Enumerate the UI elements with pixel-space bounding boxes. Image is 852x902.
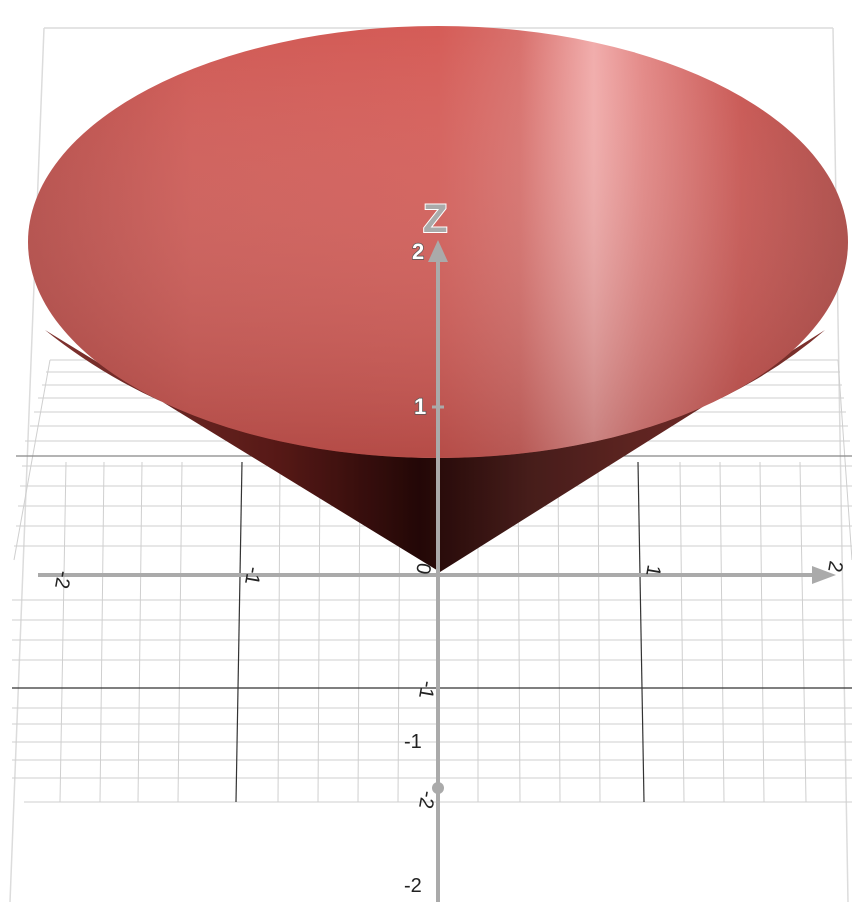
z-tick-label-1: 1 <box>414 394 426 419</box>
x-tick-label-neg1: -1 <box>240 565 265 586</box>
z-tick-label-neg2: -2 <box>404 875 422 897</box>
x-tick-label-2: 2 <box>823 559 847 574</box>
z-tick-label-neg1: -1 <box>404 731 422 753</box>
x-tick-label-1: 1 <box>641 563 665 578</box>
cone-side <box>45 330 825 572</box>
x-tick-label-0: 0 <box>411 561 435 576</box>
x-axis <box>38 566 836 584</box>
y-tick-label-neg2: -2 <box>414 789 439 810</box>
cone-side-shading <box>45 330 825 572</box>
z-tick-label-2: 2 <box>412 239 424 264</box>
grid-major-lines <box>12 461 852 803</box>
z-axis-name: Z <box>423 197 447 241</box>
x-tick-label-neg2: -2 <box>50 569 75 590</box>
z-axis <box>428 240 448 902</box>
y-tick-label-neg1: -1 <box>414 679 439 700</box>
